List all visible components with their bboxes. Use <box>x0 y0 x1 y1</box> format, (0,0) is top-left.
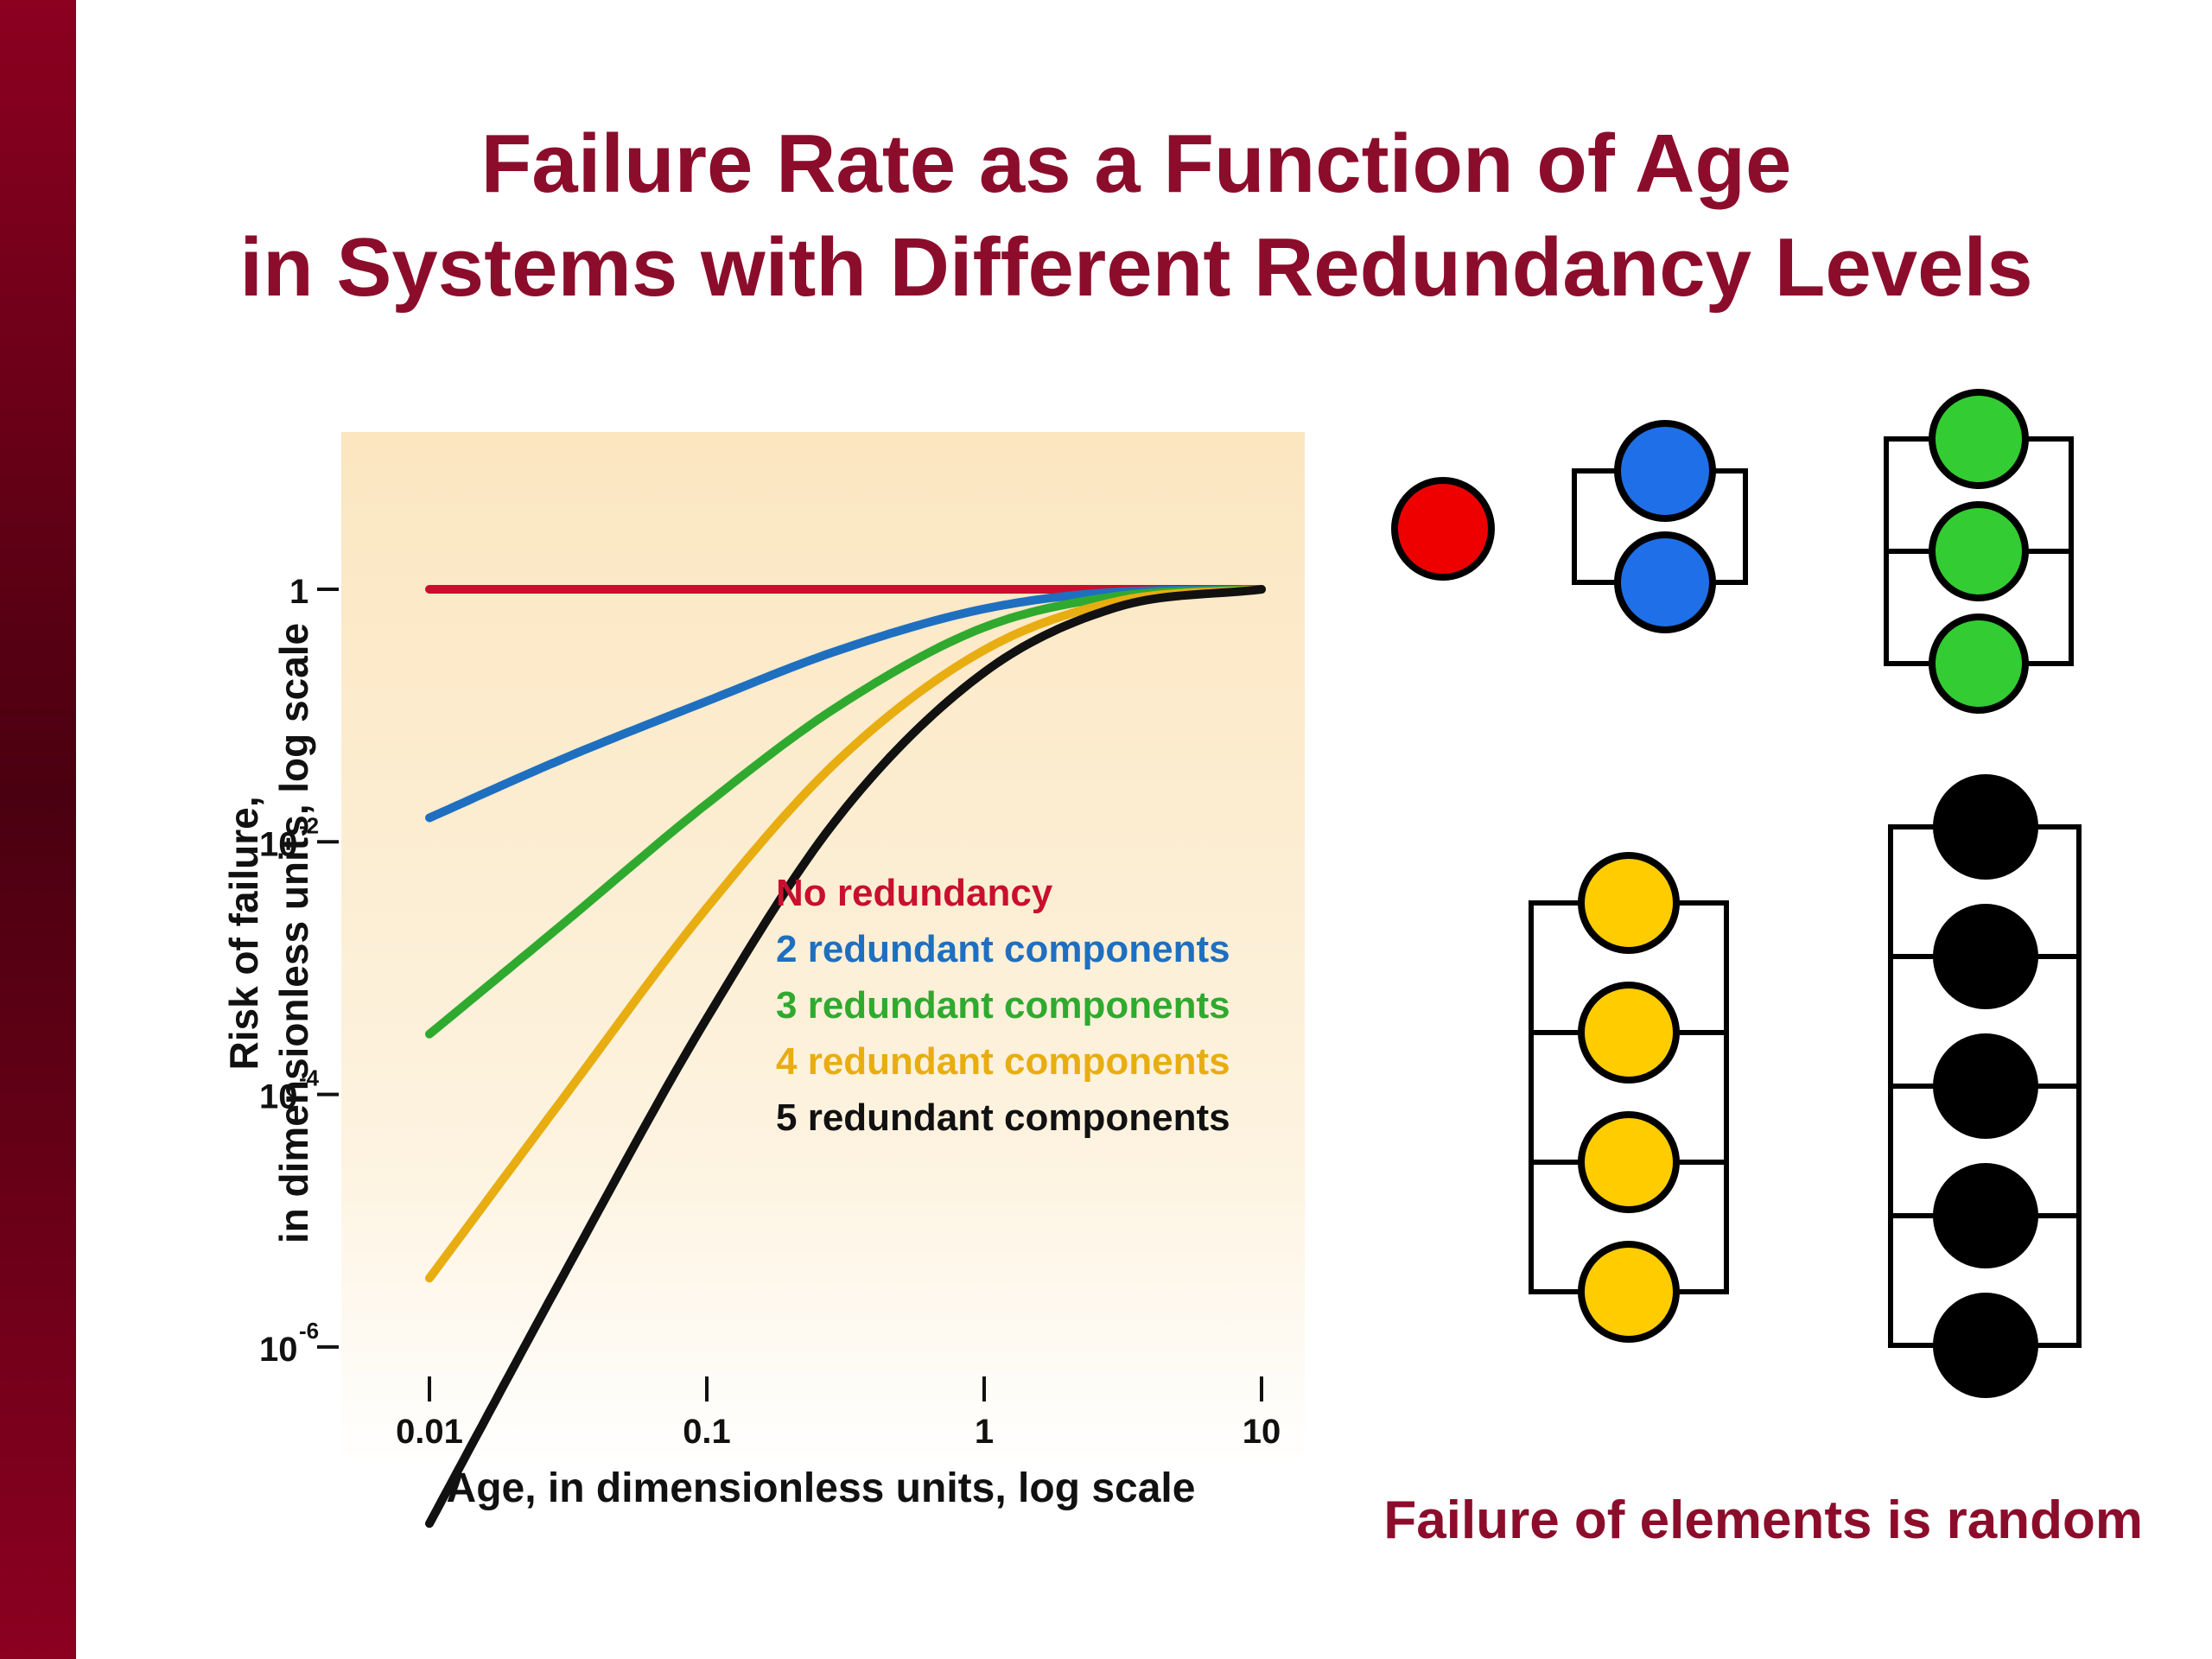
caption: Failure of elements is random <box>1383 1491 2143 1550</box>
element-circle <box>1929 501 2029 601</box>
slide-title-line-1: Failure Rate as a Function of Age <box>480 118 1792 210</box>
redundancy-diagrams <box>1391 389 2082 1398</box>
single-element-diagram <box>1391 477 1495 581</box>
element-circle <box>1933 1163 2038 1268</box>
slide-title-line-2: in Systems with Different Redundancy Lev… <box>239 221 2033 314</box>
y-tick-label: 10 <box>259 825 298 863</box>
series-line <box>425 585 1266 1039</box>
element-circle <box>1933 774 2038 880</box>
series-line <box>425 585 1266 1529</box>
y-axis-label: Risk of failure, in dimensionless units,… <box>221 623 316 1243</box>
y-axis-label-line-1: Risk of failure, <box>221 797 266 1071</box>
element-circle <box>1614 420 1716 522</box>
five-element-parallel-diagram <box>1888 774 2082 1398</box>
legend: No redundancy 2 redundant components 3 red… <box>776 872 1230 1139</box>
legend-entry: No redundancy <box>776 872 1053 914</box>
x-tick-label: 1 <box>975 1413 994 1451</box>
element-circle <box>1929 389 2029 489</box>
series-line <box>425 585 1266 1283</box>
series-lines <box>425 585 1266 1529</box>
two-element-parallel-diagram <box>1572 420 1748 633</box>
legend-entry: 5 redundant components <box>776 1096 1230 1139</box>
y-tick-label: 10 <box>259 1331 298 1369</box>
x-axis-ticks: 0.01 0.1 1 10 <box>396 1376 1281 1451</box>
four-element-parallel-diagram <box>1529 852 1729 1343</box>
y-tick-label: 10 <box>259 1078 298 1116</box>
x-tick-label: 10 <box>1243 1413 1281 1451</box>
slide-title: Failure Rate as a Function of Age in Sys… <box>104 112 2169 320</box>
x-tick-label: 0.01 <box>396 1413 463 1451</box>
x-tick-label: 0.1 <box>683 1413 731 1451</box>
legend-entry: 2 redundant components <box>776 928 1230 970</box>
element-circle <box>1933 904 2038 1009</box>
failure-rate-chart: Risk of failure, in dimensionless units,… <box>221 432 1305 1529</box>
legend-entry: 3 redundant components <box>776 984 1230 1027</box>
element-circle <box>1929 613 2029 714</box>
element-circle <box>1578 1241 1680 1343</box>
element-circle <box>1578 982 1680 1084</box>
y-tick-label: 1 <box>289 573 308 611</box>
y-tick-exponent: -4 <box>299 1065 320 1091</box>
side-accent-bar <box>0 0 76 1659</box>
element-circle <box>1578 852 1680 954</box>
element-circle <box>1933 1033 2038 1139</box>
element-circle <box>1578 1111 1680 1213</box>
y-axis-label-line-2: in dimensionless units, log scale <box>271 623 316 1243</box>
legend-entry: 4 redundant components <box>776 1040 1230 1083</box>
y-axis-ticks: 110-210-410-6 <box>259 573 339 1369</box>
y-tick-exponent: -2 <box>299 812 319 838</box>
three-element-parallel-diagram <box>1884 389 2074 714</box>
element-circle <box>1614 531 1716 633</box>
x-axis-label: Age, in dimensionless units, log scale <box>447 1465 1196 1511</box>
y-tick-exponent: -6 <box>299 1318 319 1344</box>
element-circle <box>1391 477 1495 581</box>
element-circle <box>1933 1293 2038 1398</box>
